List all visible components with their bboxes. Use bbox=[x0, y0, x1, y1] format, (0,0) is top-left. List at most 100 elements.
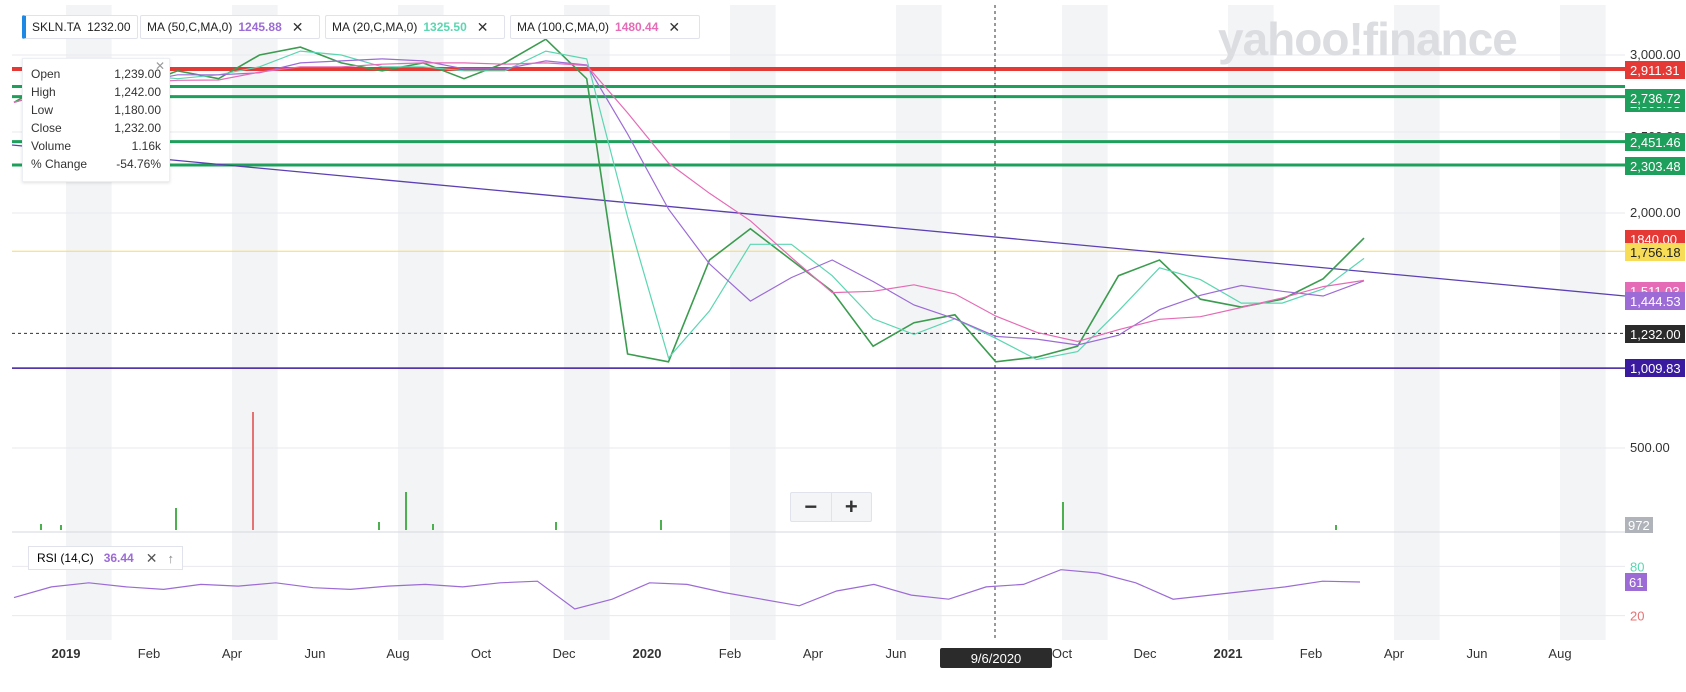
x-tick-label: Feb bbox=[1300, 646, 1322, 661]
ohlc-close-icon[interactable]: ✕ bbox=[154, 59, 165, 73]
rsi-lower-label: 20 bbox=[1630, 609, 1644, 624]
grid-band bbox=[1062, 5, 1108, 640]
zoom-control: − + bbox=[790, 492, 872, 522]
ma100-value: 1480.44 bbox=[615, 20, 659, 34]
volume-bar bbox=[555, 522, 557, 530]
x-tick-label: Feb bbox=[138, 646, 160, 661]
volume-bar bbox=[660, 520, 662, 530]
volume-bar bbox=[432, 524, 434, 530]
ohlc-label: Open bbox=[31, 67, 61, 81]
x-tick-label: Oct bbox=[1052, 646, 1073, 661]
x-tick-label: 2019 bbox=[52, 646, 81, 661]
ma20-line bbox=[13, 50, 1365, 361]
price-badge bbox=[1625, 89, 1685, 107]
ohlc-label: % Change bbox=[31, 157, 88, 171]
price-badge bbox=[1625, 243, 1685, 261]
x-tick-label: Feb bbox=[719, 646, 741, 661]
grid-band bbox=[1394, 5, 1440, 640]
price-badge-label: 1,009.83 bbox=[1630, 361, 1681, 376]
x-tick-label: 2020 bbox=[633, 646, 662, 661]
grid-band bbox=[1560, 5, 1606, 640]
x-tick-label: Aug bbox=[1548, 646, 1571, 661]
rsi-collapse-icon[interactable]: ↑ bbox=[167, 550, 174, 566]
rsi-close-icon[interactable]: ✕ bbox=[145, 549, 158, 566]
ma50-value: 1245.88 bbox=[238, 20, 282, 34]
ohlc-row: Close 1,232.00 bbox=[31, 119, 161, 137]
ohlc-row: % Change -54.76% bbox=[31, 155, 161, 173]
ma20-chip[interactable]: MA (20,C,MA,0) 1325.50 ✕ bbox=[325, 15, 505, 39]
ohlc-row: Open 1,239.00 bbox=[31, 65, 161, 83]
volume-badge bbox=[1625, 517, 1653, 533]
ma100-label: MA (100,C,MA,0) bbox=[517, 20, 610, 34]
x-tick-label: 2021 bbox=[1214, 646, 1243, 661]
ma100-line bbox=[13, 62, 1365, 343]
volume-badge-label: 972 bbox=[1628, 518, 1650, 533]
ma100-close-icon[interactable]: ✕ bbox=[668, 18, 681, 35]
price-badge-label: 2,303.48 bbox=[1630, 159, 1681, 174]
price-line bbox=[13, 38, 1365, 363]
x-tick-label: Jun bbox=[886, 646, 907, 661]
price-badge bbox=[1625, 325, 1685, 343]
x-tick-label: Jun bbox=[1467, 646, 1488, 661]
ohlc-row: Low 1,180.00 bbox=[31, 101, 161, 119]
price-badge-label: 1,444.53 bbox=[1630, 294, 1681, 309]
x-tick-label: Apr bbox=[1384, 646, 1405, 661]
rsi-value: 36.44 bbox=[103, 551, 134, 565]
ohlc-label: Low bbox=[31, 103, 54, 117]
rsi-upper-label: 80 bbox=[1630, 559, 1644, 574]
x-tick-label: Oct bbox=[471, 646, 492, 661]
price-badge-label: 2,451.46 bbox=[1630, 135, 1681, 150]
x-tick-label: Apr bbox=[222, 646, 243, 661]
price-badge-label: 2,911.31 bbox=[1630, 63, 1680, 78]
ohlc-value: 1,180.00 bbox=[114, 103, 161, 117]
x-tick-label: Aug bbox=[386, 646, 409, 661]
ohlc-label: Close bbox=[31, 121, 62, 135]
yahoo-finance-watermark: yahoo!finance bbox=[1218, 13, 1518, 65]
price-badge bbox=[1625, 133, 1685, 151]
volume-bar bbox=[175, 508, 177, 530]
rsi-label: RSI (14,C) bbox=[37, 551, 94, 565]
ohlc-value: -54.76% bbox=[116, 157, 161, 171]
ohlc-row: High 1,242.00 bbox=[31, 83, 161, 101]
grid-band bbox=[232, 5, 278, 640]
price-badge bbox=[1625, 157, 1685, 175]
ticker-chip[interactable]: SKLN.TA 1232.00 bbox=[22, 15, 138, 39]
price-badge bbox=[1625, 292, 1685, 310]
ohlc-label: Volume bbox=[31, 139, 72, 153]
price-badge bbox=[1625, 61, 1685, 79]
rsi-current-label: 61 bbox=[1629, 575, 1643, 590]
ohlc-label: High bbox=[31, 85, 56, 99]
price-badge-label: 1,232.00 bbox=[1630, 327, 1681, 342]
volume-bar bbox=[252, 412, 254, 530]
ma20-value: 1325.50 bbox=[423, 20, 467, 34]
ohlc-row: Volume 1.16k bbox=[31, 137, 161, 155]
ma50-chip[interactable]: MA (50,C,MA,0) 1245.88 ✕ bbox=[140, 15, 320, 39]
crosshair-date-label: 9/6/2020 bbox=[940, 648, 1052, 668]
grid-band bbox=[730, 5, 776, 640]
volume-bar bbox=[60, 525, 62, 530]
ohlc-value: 1,239.00 bbox=[114, 67, 161, 81]
zoom-out-button[interactable]: − bbox=[791, 493, 832, 521]
x-tick-label: Apr bbox=[803, 646, 824, 661]
volume-bar bbox=[405, 492, 407, 530]
x-tick-label: Dec bbox=[552, 646, 576, 661]
y-tick-label: 500.00 bbox=[1630, 440, 1670, 455]
volume-bar bbox=[40, 524, 42, 530]
ma50-line bbox=[13, 58, 1365, 346]
ma100-chip[interactable]: MA (100,C,MA,0) 1480.44 ✕ bbox=[510, 15, 700, 39]
grid-band bbox=[1228, 5, 1274, 640]
x-tick-label: Dec bbox=[1133, 646, 1157, 661]
trend-line bbox=[11, 144, 1626, 297]
ma20-close-icon[interactable]: ✕ bbox=[476, 18, 489, 35]
rsi-current-badge bbox=[1625, 572, 1647, 591]
ma50-close-icon[interactable]: ✕ bbox=[291, 18, 304, 35]
x-tick-label: Jun bbox=[305, 646, 326, 661]
volume-bar bbox=[1335, 525, 1337, 530]
zoom-in-button[interactable]: + bbox=[844, 494, 858, 519]
volume-bar bbox=[1062, 502, 1064, 530]
rsi-line bbox=[13, 569, 1361, 610]
ticker-symbol: SKLN.TA bbox=[32, 20, 82, 34]
rsi-chip[interactable]: RSI (14,C) 36.44 ✕ ↑ bbox=[28, 546, 183, 570]
